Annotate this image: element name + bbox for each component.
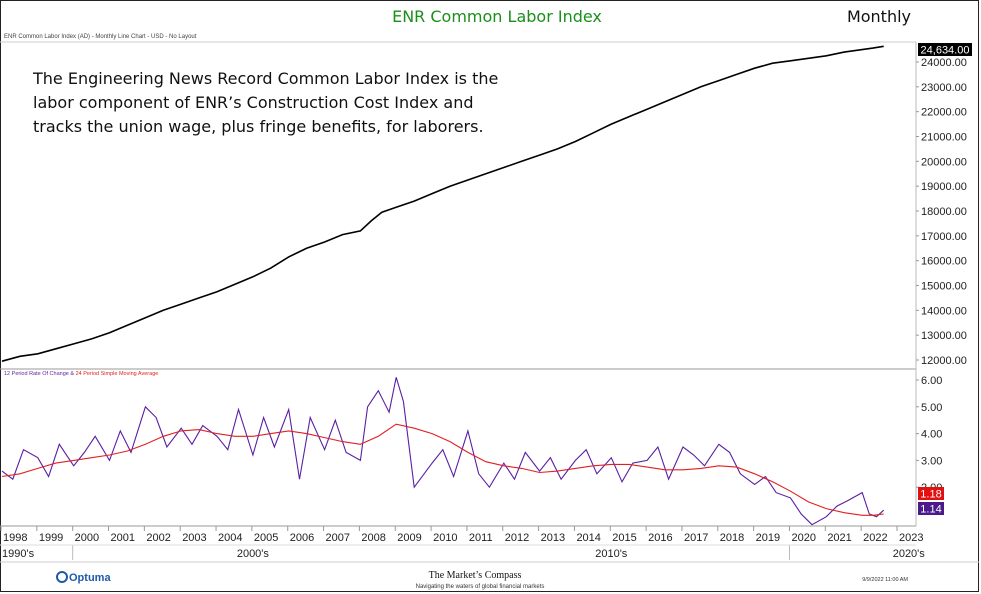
last-value-flag-roc: 1.14 — [918, 502, 944, 516]
x-decade-label: 1990's — [2, 548, 35, 560]
bottom-y-tick-label: 4.00 — [921, 429, 942, 441]
x-year-label: 2023 — [899, 532, 923, 544]
x-year-label: 2006 — [290, 532, 314, 544]
bottom-y-tick-label: 5.00 — [921, 402, 942, 414]
x-decade-label: 2010's — [595, 548, 628, 560]
bottom-y-ticks: 2.003.004.005.006.00 — [916, 375, 942, 494]
x-year-label: 2022 — [863, 532, 887, 544]
x-decade-label: 2000's — [237, 548, 270, 560]
top-y-tick-label: 22000.00 — [921, 107, 967, 119]
bottom-y-tick-label: 3.00 — [921, 455, 942, 467]
roc-legend: 12 Period Rate Of Change & 24 Period Sim… — [4, 371, 158, 377]
top-y-ticks: 12000.00 13000.00 14000.00 15000.00 16000.00… — [916, 57, 967, 367]
chart-subtitle: ENR Common Labor Index (AD) - Monthly Li… — [4, 34, 197, 40]
top-y-tick-label: 19000.00 — [921, 181, 967, 193]
x-year-label: 2011 — [469, 532, 493, 544]
top-y-tick-label: 18000.00 — [921, 206, 967, 218]
x-year-label: 2019 — [756, 532, 780, 544]
x-year-label: 2020 — [791, 532, 815, 544]
labor-index-line — [1, 45, 884, 362]
top-y-tick-label: 23000.00 — [921, 82, 967, 94]
x-year-label: 2005 — [254, 532, 278, 544]
optuma-logo-icon — [56, 571, 68, 583]
roc-line — [1, 377, 885, 526]
x-year-label: 2018 — [720, 532, 744, 544]
x-year-label: 2021 — [827, 532, 851, 544]
footer-title: The Market’s Compass — [429, 570, 522, 581]
x-year-label: 2004 — [218, 532, 242, 544]
annotation-line-3: tracks the union wage, plus fringe benef… — [33, 117, 484, 136]
x-year-label: 1998 — [3, 532, 27, 544]
top-y-tick-label: 17000.00 — [921, 231, 967, 243]
annotation-line-2: labor component of ENR’s Construction Co… — [33, 93, 474, 112]
chart-title: ENR Common Labor Index — [392, 7, 602, 26]
x-year-label: 2013 — [541, 532, 565, 544]
roc-legend-sep: & — [69, 371, 76, 377]
top-y-tick-label: 24000.00 — [921, 57, 967, 69]
top-y-tick-label: 13000.00 — [921, 330, 967, 342]
x-year-label: 2016 — [648, 532, 672, 544]
last-value-flag-sma-bg — [918, 487, 944, 500]
x-year-label: 2002 — [146, 532, 170, 544]
x-year-label: 2010 — [433, 532, 457, 544]
x-year-label: 2003 — [182, 532, 206, 544]
roc-legend-part1: 12 Period Rate Of Change — [4, 371, 69, 377]
top-y-tick-label: 21000.00 — [921, 132, 967, 144]
top-y-tick-label: 14000.00 — [921, 305, 967, 317]
annotation-line-1: The Engineering News Record Common Labor… — [32, 69, 498, 88]
footer-timestamp: 9/9/2022 11:00 AM — [862, 577, 908, 583]
top-y-tick-label: 15000.00 — [921, 281, 967, 293]
bottom-y-tick-label: 6.00 — [921, 375, 942, 387]
top-y-tick-label: 20000.00 — [921, 156, 967, 168]
x-year-label: 2017 — [684, 532, 708, 544]
x-year-label: 2015 — [612, 532, 636, 544]
last-value-flag-roc-bg — [918, 502, 944, 515]
last-value-flag-sma: 1.18 — [918, 487, 944, 501]
optuma-brand: Optuma — [69, 572, 111, 584]
x-year-label: 2009 — [397, 532, 421, 544]
x-decade-label: 2020's — [893, 548, 926, 560]
x-year-label: 2000 — [75, 532, 99, 544]
x-year-label: 2012 — [505, 532, 529, 544]
x-year-label: 1999 — [39, 532, 63, 544]
x-year-label: 2008 — [361, 532, 385, 544]
sma-line — [1, 423, 884, 516]
top-y-tick-label: 16000.00 — [921, 256, 967, 268]
x-axis-years: 1998 1999 2000 2001 2002 2003 2004 2005 2006 2007… — [0, 526, 923, 544]
period-label: Monthly — [847, 7, 911, 26]
footer-tagline: Navigating the waters of global financia… — [416, 584, 545, 590]
last-value-flag-index: 24,634.00 — [918, 43, 972, 57]
last-value-flag-index-bg — [918, 43, 972, 56]
last-value-sma: 1.18 — [920, 489, 941, 501]
last-value-index: 24,634.00 — [921, 45, 970, 57]
x-year-label: 2014 — [576, 532, 600, 544]
x-year-label: 2007 — [326, 532, 350, 544]
last-value-roc: 1.14 — [920, 504, 941, 516]
optuma-logo: Optuma — [56, 571, 111, 584]
x-axis-decades: 1990's 2000's 2010's 2020's — [0, 544, 926, 560]
roc-legend-part2: 24 Period Simple Moving Average — [76, 371, 159, 377]
top-y-tick-label: 12000.00 — [921, 355, 967, 367]
x-year-label: 2001 — [111, 532, 135, 544]
annotation-text: The Engineering News Record Common Labor… — [32, 69, 498, 136]
